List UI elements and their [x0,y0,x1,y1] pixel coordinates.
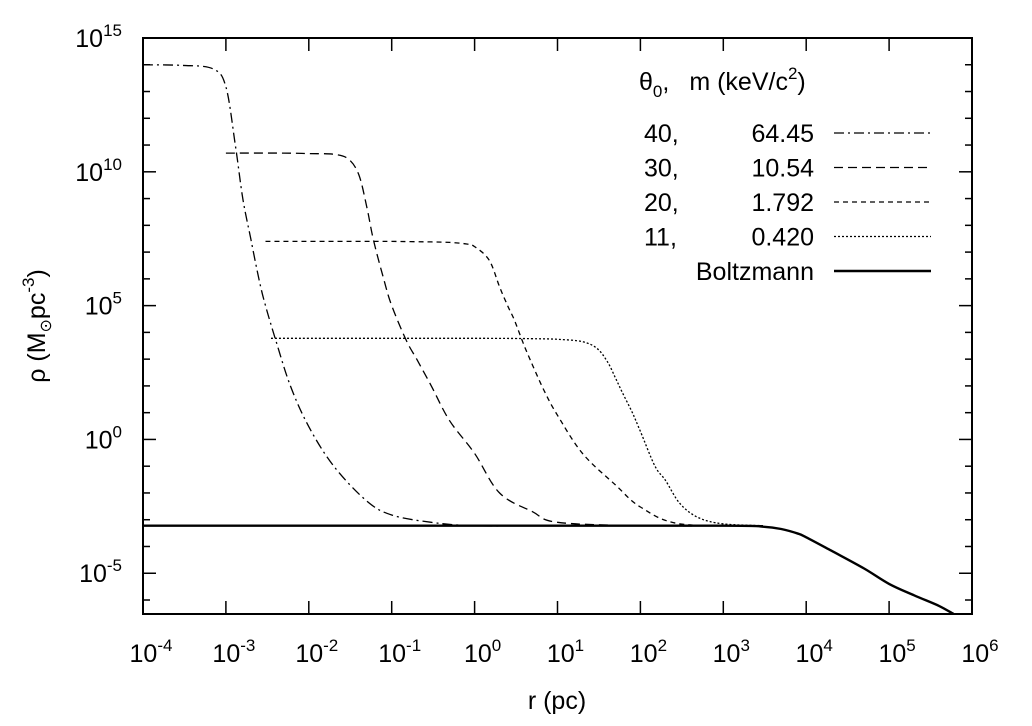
x-tick-label: 106 [961,636,998,668]
series-line-dashed [225,152,763,527]
legend-theta: 11, [644,224,677,252]
legend-mass: Boltzmann [696,258,814,286]
legend-theta: 30, [644,155,679,183]
series-line-dotted [271,337,763,527]
x-tick-label: 10-3 [212,636,255,668]
series-line-dashed-fine [265,240,763,527]
x-tick-labels: 10-4 10-3 10-2 10-1 100 101 102 103 104 105 106 [130,636,999,668]
tick-marks [142,37,973,614]
x-tick-label: 103 [713,636,750,668]
series-line-dash-dot [143,64,763,527]
x-tick-label: 101 [547,636,584,668]
legend-header: θ0, m (keV/c2) [639,64,806,101]
x-tick-label: 105 [878,636,915,668]
y-tick-label: 1015 [75,21,122,53]
plot-frame [142,37,973,615]
legend: θ0, m (keV/c2) 40, 64.45 30, 10.54 20, 1.792 11… [639,64,931,286]
legend-theta: 40, [644,120,679,148]
legend-mass: 64.45 [751,120,814,148]
x-tick-label: 10-1 [378,636,421,668]
y-tick-label: 10-5 [79,556,122,588]
x-tick-label: 104 [796,636,833,668]
x-tick-label: 10-4 [130,636,173,668]
y-tick-label: 100 [85,422,122,454]
x-axis-label: r (pc) [528,687,586,715]
x-tick-label: 102 [630,636,667,668]
y-tick-label: 105 [85,289,122,321]
legend-mass: 10.54 [751,155,814,183]
y-axis-label: ρ (M⊙pc-3) [19,269,55,383]
x-tick-label: 100 [464,636,501,668]
legend-entries: 40, 64.45 30, 10.54 20, 1.792 11, 0.420 Boltzman… [644,120,931,286]
legend-mass: 1.792 [751,189,814,217]
series-lines [143,64,955,614]
legend-mass: 0.420 [751,224,814,252]
x-tick-label: 10-2 [295,636,338,668]
y-tick-label: 1010 [75,155,122,187]
series-line-solid [143,524,955,614]
y-tick-labels: 10-5 100 105 1010 1015 [75,21,122,588]
legend-theta: 20, [644,189,679,217]
